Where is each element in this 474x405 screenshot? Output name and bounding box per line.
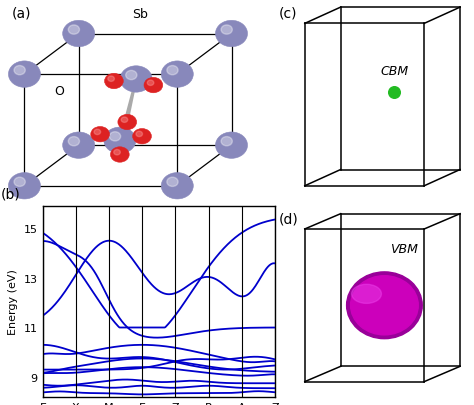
Circle shape [109, 132, 121, 142]
Circle shape [68, 26, 80, 35]
Circle shape [63, 132, 95, 159]
Circle shape [136, 132, 143, 137]
Circle shape [167, 66, 178, 76]
Circle shape [147, 81, 154, 86]
Circle shape [91, 127, 109, 143]
Text: CBM: CBM [380, 64, 409, 77]
Circle shape [105, 74, 123, 90]
Circle shape [9, 62, 40, 88]
Ellipse shape [351, 276, 418, 335]
Text: (a): (a) [12, 6, 32, 20]
Circle shape [14, 178, 25, 187]
Text: Sb: Sb [132, 8, 148, 21]
Circle shape [104, 128, 136, 154]
Circle shape [221, 26, 232, 35]
Point [391, 90, 398, 96]
Circle shape [108, 77, 114, 82]
Text: O: O [54, 85, 64, 98]
Circle shape [114, 150, 120, 156]
Circle shape [133, 129, 151, 145]
Circle shape [221, 137, 232, 147]
Circle shape [94, 130, 100, 135]
Text: VBM: VBM [391, 242, 418, 255]
Circle shape [14, 66, 25, 76]
Circle shape [63, 21, 95, 47]
Circle shape [126, 71, 137, 81]
Circle shape [120, 66, 152, 93]
Ellipse shape [346, 272, 422, 339]
Circle shape [161, 173, 193, 200]
Circle shape [167, 178, 178, 187]
Circle shape [121, 118, 128, 123]
Circle shape [110, 147, 129, 163]
Circle shape [216, 21, 247, 47]
Circle shape [216, 132, 247, 159]
Ellipse shape [352, 285, 382, 304]
Circle shape [68, 137, 80, 147]
Text: (d): (d) [279, 212, 299, 226]
Circle shape [9, 173, 40, 200]
Y-axis label: Energy (eV): Energy (eV) [8, 269, 18, 335]
Text: (b): (b) [1, 187, 20, 201]
Circle shape [118, 115, 137, 130]
Circle shape [161, 62, 193, 88]
Circle shape [144, 78, 163, 94]
Text: (c): (c) [279, 6, 297, 20]
